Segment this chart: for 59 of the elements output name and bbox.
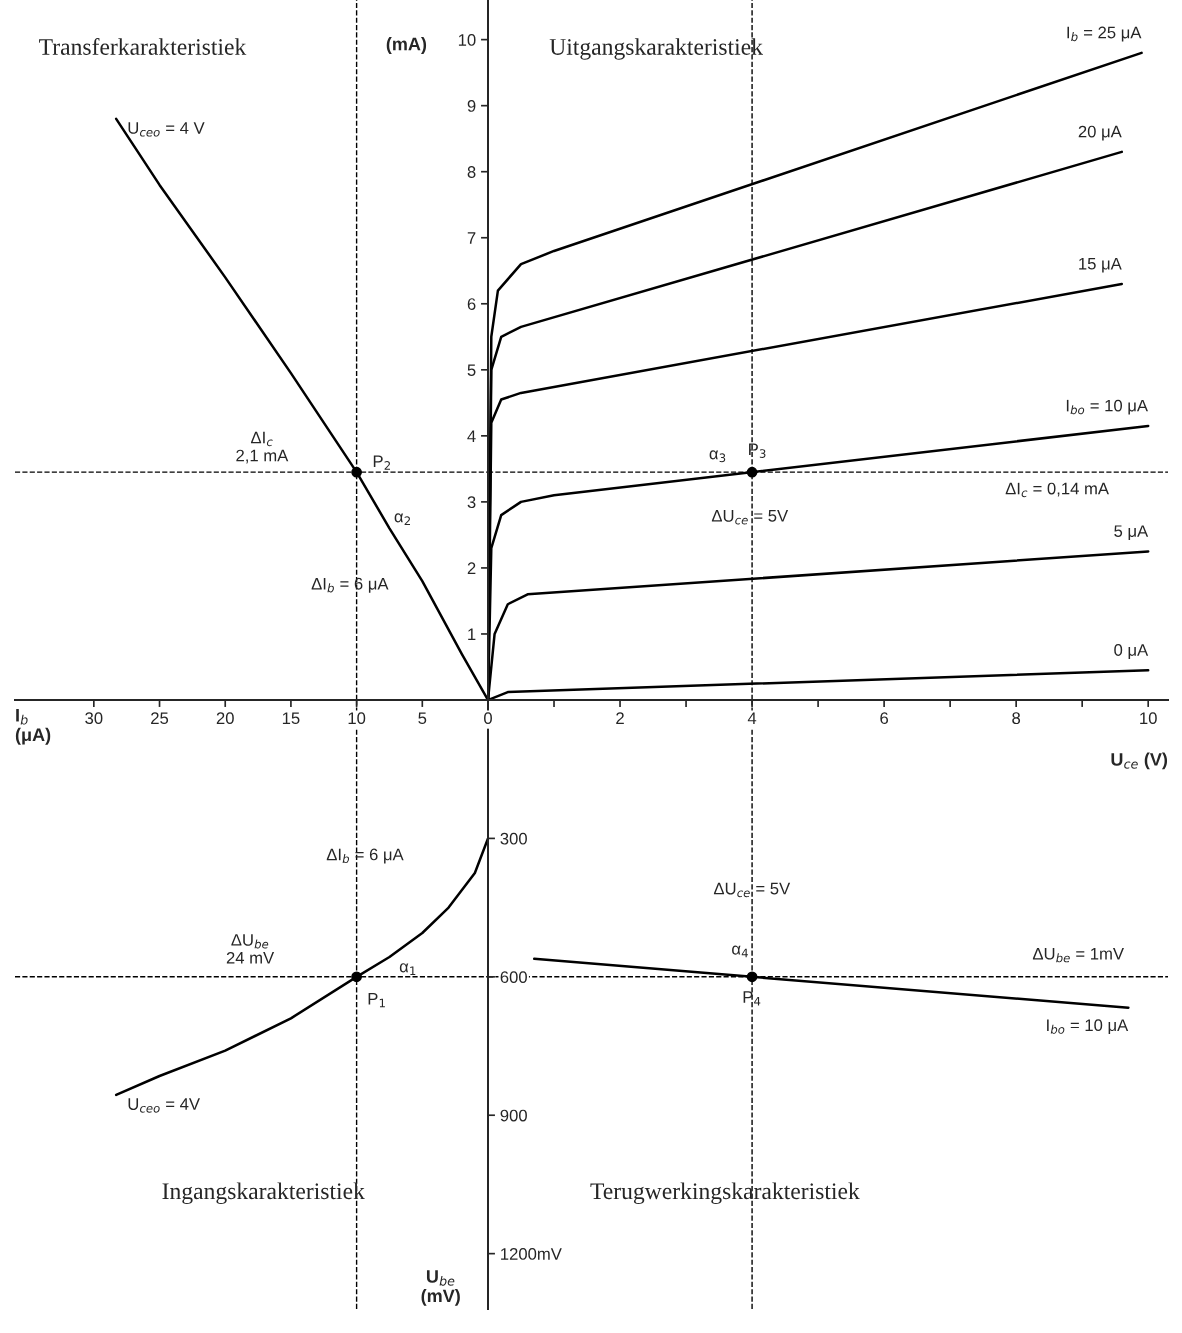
x-tick-label: 6 [880,712,889,725]
x-tick-label: 30 [85,712,103,725]
series-label: U$_{ceo}$ = 4V [128,1098,200,1113]
annotation: P$_{4}$ [743,991,761,1006]
x-tick-label: 5 [418,712,427,725]
series-label: I$_{bo}$ = 10 μA [1047,1019,1129,1035]
annotation: α$_{2}$ [394,513,410,526]
series-label: 0 μA [1114,644,1149,659]
annotation: P$_{3}$ [749,443,766,458]
x-tick-label: 4 [747,712,757,724]
y-axis-title: (mA) [386,37,427,54]
annotation: ΔI$_{b}$ = 6 μA [311,577,389,593]
y-tick-label: 900 [500,1109,527,1122]
y-axis-title: U$_{be}$ (mV) [421,1270,460,1306]
y-tick-label: 9 [467,100,476,112]
annotation: ΔI$_{c}$ = 0,14 mA [1005,482,1109,498]
series-label: 5 μA [1114,525,1149,541]
series-label: U$_{ceo}$ = 4 V [128,122,205,137]
annotation: ΔU$_{be}$ = 1mV [1032,947,1124,963]
y-tick-label: 10 [458,34,476,46]
text: Ingangskarakteristiek [162,1182,365,1205]
y-tick-label: 4 [467,430,476,442]
annotation: ΔU$_{be}$ 24 mV [226,934,275,964]
x-tick-label: 10 [348,712,366,725]
annotation: ΔU$_{ce}$ = 5V [713,882,791,898]
annotation: P$_{1}$ [368,993,385,1008]
series-label: 20 μA [1078,125,1122,141]
y-tick-label: 6 [467,298,476,310]
y-tick-label: 1 [468,628,476,640]
series-label: I$_{bo}$ = 10 μA [1066,399,1148,415]
y-tick-label: 2 [467,562,476,574]
x-tick-label: 8 [1012,712,1021,725]
annotation: α$_{3}$ [709,450,726,463]
series-label: I$_{b}$ = 25 μA [1067,26,1142,42]
x-tick-label: 2 [616,712,624,724]
annotation: α$_{4}$ [732,945,748,958]
text: Terugwerkingskarakteristiek [590,1182,860,1205]
x-axis-title: U$_{ce}$ (V) [1111,752,1168,770]
annotation: ΔI$_{b}$ = 6 μA [326,848,404,864]
x-tick-label: 20 [216,712,234,725]
y-tick-label: 600 [500,971,527,984]
y-tick-label: 8 [467,166,476,178]
y-tick-label: 7 [467,232,476,244]
x-tick-label: 25 [151,712,169,725]
x-axis-title: I$_{b}$ (μA) [15,709,51,745]
y-tick-label: 1200mV [501,1248,562,1260]
annotation: P$_{2}$ [373,455,390,470]
y-tick-label: 300 [500,832,527,845]
series-label: 15 μA [1079,257,1122,273]
annotation: α$_{1}$ [399,963,416,975]
text: Uitgangskarakteristiek [549,38,763,60]
x-tick-label: 15 [282,712,300,725]
annotation: ΔU$_{ce}$ = 5V [711,510,789,525]
y-tick-label: 3 [467,496,476,509]
text: Transferkarakteristiek [39,38,247,55]
y-tick-label: 5 [467,364,476,377]
x-tick-label: 10 [1140,712,1157,725]
annotation: ΔI$_{c}$ 2,1 mA [236,431,289,464]
x-tick-label: 0 [484,712,492,725]
